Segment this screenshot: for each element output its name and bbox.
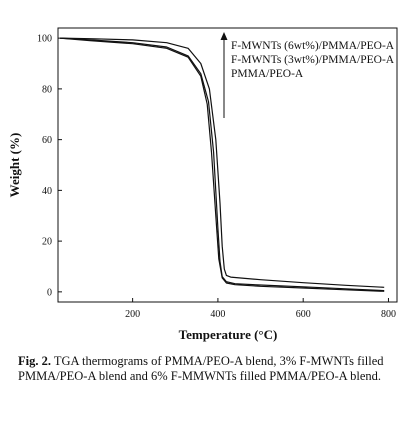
figure-caption: Fig. 2. TGA thermograms of PMMA/PEO-A bl… (18, 354, 402, 384)
y-tick-label: 0 (47, 287, 52, 298)
tga-chart: 200 400 600 800 0 20 40 60 80 100 F-MWNTs (6wt%)/… (7, 27, 398, 342)
series-line-1 (60, 37, 385, 288)
caption-label: Fig. 2. (18, 354, 51, 368)
legend: F-MWNTs (6wt%)/PMMA/PEO-A F-MWNTs (3wt%)/… (220, 32, 395, 118)
y-tick-label: 40 (42, 186, 52, 197)
series-lines (60, 37, 385, 292)
plot-area-frame (57, 27, 398, 303)
y-tick-label: 60 (42, 135, 52, 146)
axis-ticks: 200 400 600 800 0 20 40 60 80 100 (37, 34, 396, 320)
x-axis-title: Temperature (°C) (179, 327, 278, 342)
x-tick-label: 600 (296, 309, 311, 320)
x-tick-label: 800 (381, 309, 396, 320)
y-tick-label: 80 (42, 84, 52, 95)
y-tick-label: 20 (42, 237, 52, 248)
x-tick-label: 200 (125, 309, 140, 320)
legend-arrow-head (220, 32, 228, 40)
series-line-3 (60, 37, 385, 292)
caption-text: TGA thermograms of PMMA/PEO-A blend, 3% … (18, 354, 384, 383)
y-axis-title: Weight (%) (7, 133, 22, 198)
y-tick-label: 100 (37, 34, 52, 45)
legend-entry: PMMA/PEO-A (231, 68, 304, 80)
series-line-2 (60, 37, 385, 292)
legend-entry: F-MWNTs (6wt%)/PMMA/PEO-A (231, 40, 395, 52)
x-tick-label: 400 (210, 309, 225, 320)
legend-entry: F-MWNTs (3wt%)/PMMA/PEO-A (231, 54, 395, 66)
